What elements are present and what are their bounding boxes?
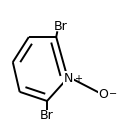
Text: Br: Br [54, 20, 68, 33]
Text: N: N [63, 72, 73, 85]
Text: +: + [74, 74, 82, 84]
Text: −: − [109, 89, 117, 99]
Text: Br: Br [40, 109, 54, 122]
Text: O: O [99, 88, 109, 101]
